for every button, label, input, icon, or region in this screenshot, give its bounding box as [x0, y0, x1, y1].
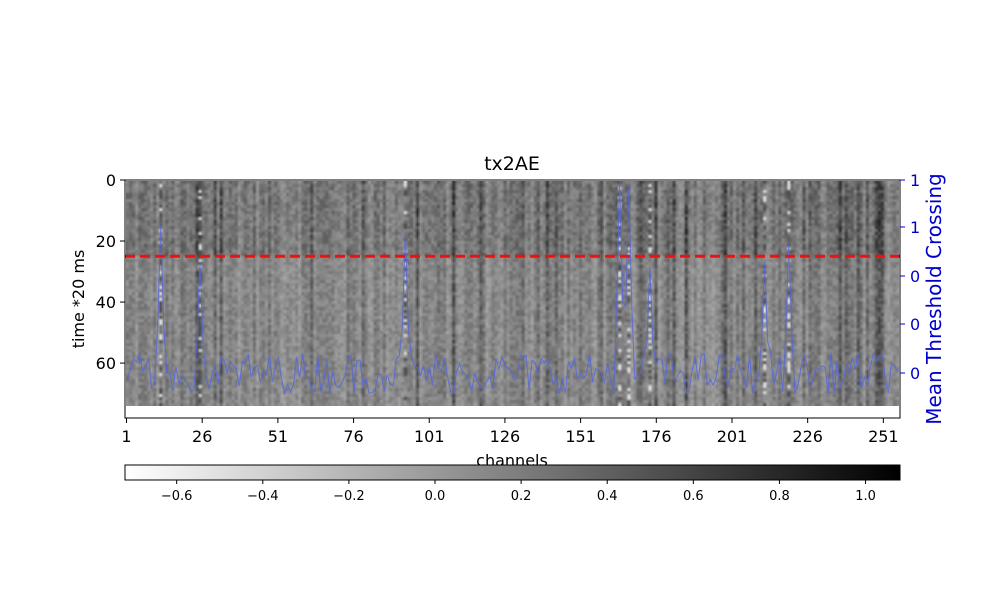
x-tick-label: 176	[641, 427, 672, 446]
threshold-crossing-line	[126, 180, 898, 396]
x-tick-label: 76	[343, 427, 363, 446]
right-y-tick-label: 0	[910, 364, 920, 383]
y-tick-label: 0	[106, 171, 116, 190]
x-tick-label: 226	[792, 427, 823, 446]
x-tick-label: 251	[868, 427, 899, 446]
colorbar-tick-label: −0.6	[161, 489, 193, 504]
right-y-tick-label: 1	[910, 171, 920, 190]
colorbar-ticks: −0.6 −0.4 −0.2 0.0 0.2 0.4 0.6 0.8 1.0	[161, 480, 876, 504]
right-y-tick-label: 0	[910, 315, 920, 334]
colorbar-tick-label: −0.2	[333, 489, 365, 504]
heatmap-image	[126, 181, 899, 406]
x-tick-label: 51	[268, 427, 288, 446]
x-tick-label: 151	[565, 427, 596, 446]
colorbar-tick-label: 0.8	[769, 489, 790, 504]
colorbar-tick-label: 0.0	[425, 489, 446, 504]
y-tick-label: 60	[96, 354, 116, 373]
right-y-axis-label: Mean Threshold Crossing	[922, 173, 946, 425]
x-axis: 1 26 51 76 101 126 151 176 201 226 251	[121, 418, 899, 446]
x-tick-label: 201	[717, 427, 748, 446]
colorbar-tick-label: 0.4	[597, 489, 618, 504]
x-tick-label: 101	[414, 427, 445, 446]
heatmap-cells	[126, 181, 899, 406]
plot-frame	[124, 179, 901, 419]
chart-title: tx2AE	[484, 153, 540, 175]
colorbar-tick-label: 0.6	[683, 489, 704, 504]
right-y-axis: 1 1 0 0 0	[900, 171, 920, 383]
x-tick-label: 1	[121, 427, 131, 446]
y-tick-label: 40	[96, 293, 116, 312]
y-axis: 0 20 40 60	[96, 171, 125, 373]
x-tick-label: 26	[192, 427, 212, 446]
colorbar-tick-label: −0.4	[247, 489, 279, 504]
x-tick-label: 126	[490, 427, 521, 446]
right-y-tick-label: 1	[910, 218, 920, 237]
right-y-tick-label: 0	[910, 267, 920, 286]
y-tick-label: 20	[96, 232, 116, 251]
colorbar	[124, 464, 901, 481]
threshold-crossing-overlay	[126, 180, 898, 396]
y-axis-label: time *20 ms	[69, 250, 88, 349]
colorbar-tick-label: 1.0	[855, 489, 876, 504]
colorbar-tick-label: 0.2	[511, 489, 532, 504]
